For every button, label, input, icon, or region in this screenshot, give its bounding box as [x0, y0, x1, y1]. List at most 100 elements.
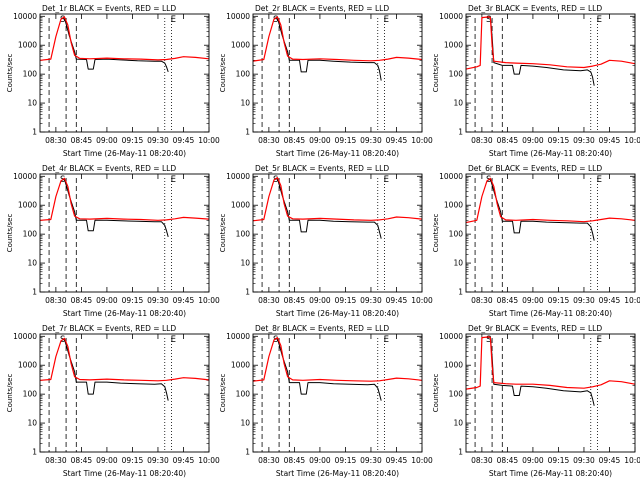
- chart-title: Det_2r BLACK = Events, RED = LLD: [255, 4, 389, 13]
- chart-panel: Det_5r BLACK = Events, RED = LLD Counts/s…: [219, 164, 433, 318]
- series-line-events: [486, 336, 595, 406]
- x-axis-label: Start Time (26-May-11 08:20:40): [63, 309, 186, 318]
- y-tick-label: 10000: [439, 172, 463, 181]
- x-tick-label: 08:30: [45, 296, 67, 305]
- y-axis-label: Counts/sec: [432, 374, 440, 413]
- chart-panel: Det_8r BLACK = Events, RED = LLD Counts/s…: [219, 324, 433, 478]
- x-axis-label: Start Time (26-May-11 08:20:40): [276, 469, 399, 478]
- x-tick-label: 09:15: [335, 136, 357, 145]
- x-tick-label: 09:30: [573, 136, 595, 145]
- y-tick-label: 10: [240, 259, 250, 268]
- plot-frame: [465, 13, 636, 133]
- y-tick-label: 1000: [231, 41, 250, 50]
- y-tick-label: 100: [23, 230, 38, 239]
- x-tick-label: 10:00: [198, 456, 220, 465]
- time-marker-label: S: [60, 15, 65, 25]
- x-tick-label: 08:30: [258, 296, 280, 305]
- chart-panel: Det_7r BLACK = Events, RED = LLD Counts/s…: [6, 324, 220, 478]
- x-tick-label: 08:45: [284, 136, 306, 145]
- chart-panel: Det_3r BLACK = Events, RED = LLD Counts/s…: [432, 4, 640, 158]
- chart-title: Det_9r BLACK = Events, RED = LLD: [468, 324, 602, 333]
- x-tick-label: 09:00: [309, 456, 331, 465]
- y-tick-label: 10000: [439, 332, 463, 341]
- y-tick-label: 100: [23, 70, 38, 79]
- y-tick-label: 100: [236, 390, 251, 399]
- x-axis-label: Start Time (26-May-11 08:20:40): [489, 469, 612, 478]
- y-tick-label: 1: [245, 128, 250, 137]
- x-tick-label: 10:00: [198, 296, 220, 305]
- y-tick-label: 1: [458, 288, 463, 297]
- y-tick-label: 10: [27, 419, 37, 428]
- x-tick-label: 09:00: [522, 456, 544, 465]
- y-tick-label: 100: [449, 70, 464, 79]
- series-line-lld: [465, 177, 636, 224]
- x-tick-label: 08:45: [71, 136, 93, 145]
- plot-frame: [39, 173, 210, 293]
- x-tick-label: 08:30: [45, 456, 67, 465]
- x-tick-label: 10:00: [624, 456, 640, 465]
- y-tick-label: 1000: [18, 361, 37, 370]
- chart-panel: Det_2r BLACK = Events, RED = LLD Counts/s…: [219, 4, 433, 158]
- x-tick-label: 08:45: [497, 456, 519, 465]
- y-tick-label: 1000: [18, 201, 37, 210]
- y-tick-label: 1000: [444, 41, 463, 50]
- x-tick-label: 09:15: [335, 296, 357, 305]
- y-tick-label: 10000: [226, 12, 250, 21]
- y-axis-label: Counts/sec: [432, 54, 440, 93]
- x-tick-label: 09:15: [548, 296, 570, 305]
- series-line-lld: [39, 177, 210, 221]
- time-marker-label: E: [171, 175, 176, 185]
- series-line-events: [273, 17, 382, 81]
- x-axis-label: Start Time (26-May-11 08:20:40): [489, 309, 612, 318]
- y-tick-label: 10: [240, 99, 250, 108]
- y-tick-label: 1: [32, 128, 37, 137]
- y-tick-label: 1: [458, 128, 463, 137]
- x-tick-label: 09:30: [147, 136, 169, 145]
- y-tick-label: 10: [27, 99, 37, 108]
- x-tick-label: 09:30: [360, 296, 382, 305]
- y-tick-label: 10000: [439, 12, 463, 21]
- y-tick-label: 1: [32, 288, 37, 297]
- series-line-lld: [39, 337, 210, 382]
- y-tick-label: 10000: [13, 332, 37, 341]
- series-line-events: [60, 178, 169, 238]
- x-tick-label: 09:15: [548, 136, 570, 145]
- series-line-events: [273, 177, 382, 239]
- x-tick-label: 09:15: [122, 456, 144, 465]
- x-tick-label: 09:00: [522, 136, 544, 145]
- plot-frame: [39, 13, 210, 133]
- x-axis-label: Start Time (26-May-11 08:20:40): [276, 149, 399, 158]
- series-line-events: [60, 17, 169, 73]
- chart-title: Det_4r BLACK = Events, RED = LLD: [42, 164, 176, 173]
- y-tick-label: 100: [449, 230, 464, 239]
- y-tick-label: 10: [453, 99, 463, 108]
- x-tick-label: 09:00: [522, 296, 544, 305]
- x-tick-label: 09:45: [173, 456, 195, 465]
- y-tick-label: 10: [453, 259, 463, 268]
- x-tick-label: 09:30: [573, 456, 595, 465]
- y-tick-label: 10: [240, 419, 250, 428]
- chart-title: Det_3r BLACK = Events, RED = LLD: [468, 4, 602, 13]
- y-axis-label: Counts/sec: [219, 374, 227, 413]
- x-tick-label: 09:30: [147, 456, 169, 465]
- chart-panel: Det_9r BLACK = Events, RED = LLD Counts/s…: [432, 324, 640, 478]
- y-tick-label: 10: [27, 259, 37, 268]
- x-tick-label: 10:00: [198, 136, 220, 145]
- time-marker-label: E: [384, 335, 389, 345]
- series-line-events: [486, 178, 595, 241]
- y-axis-label: Counts/sec: [6, 54, 14, 93]
- y-axis-label: Counts/sec: [219, 214, 227, 253]
- y-tick-label: 1000: [231, 201, 250, 210]
- x-tick-label: 09:15: [548, 456, 570, 465]
- y-tick-label: 1: [245, 448, 250, 457]
- x-tick-label: 08:30: [45, 136, 67, 145]
- x-tick-label: 08:30: [471, 296, 493, 305]
- x-tick-label: 08:45: [497, 296, 519, 305]
- time-marker-label: S: [273, 15, 278, 25]
- x-tick-label: 09:45: [173, 296, 195, 305]
- y-tick-label: 1000: [18, 41, 37, 50]
- x-tick-label: 08:45: [71, 456, 93, 465]
- x-tick-label: 09:30: [147, 296, 169, 305]
- x-tick-label: 09:15: [122, 296, 144, 305]
